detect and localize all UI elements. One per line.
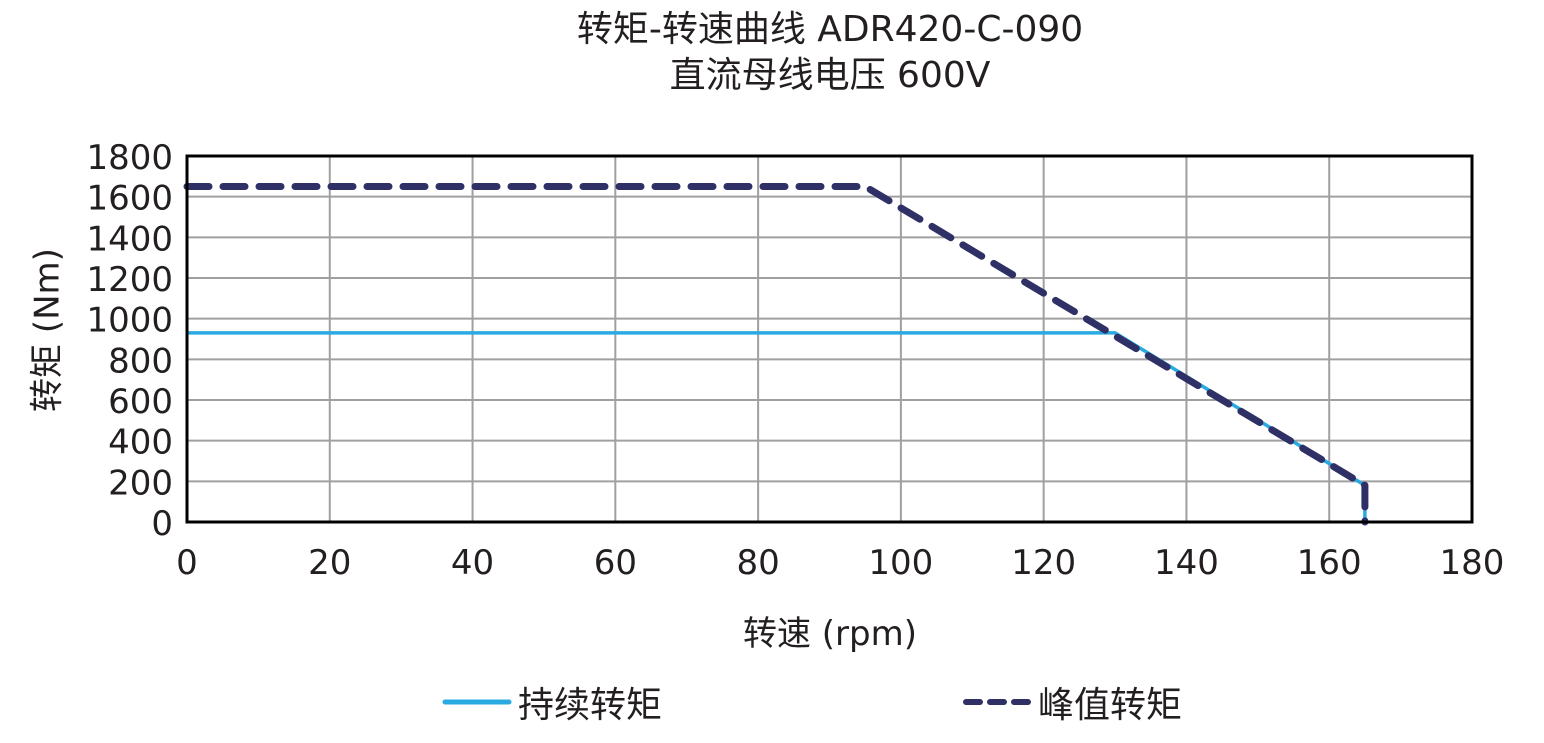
plot-frame xyxy=(185,154,1474,524)
y-tick-label: 0 xyxy=(151,504,173,544)
x-tick-label: 80 xyxy=(736,543,779,583)
x-tick-label: 0 xyxy=(176,543,198,583)
legend-continuous-label: 持续转矩 xyxy=(518,685,663,726)
y-tick-label: 1000 xyxy=(86,301,173,341)
grid-lines xyxy=(186,155,1473,523)
chart-subtitle: 直流母线电压 600V xyxy=(669,55,991,96)
x-tick-label: 100 xyxy=(868,543,933,583)
x-tick-label: 180 xyxy=(1440,543,1505,583)
y-tick-label: 600 xyxy=(108,382,173,422)
continuous-torque-line xyxy=(187,331,1367,522)
x-tick-label: 60 xyxy=(594,543,637,583)
solid-line-icon xyxy=(442,699,512,705)
data-series xyxy=(183,183,1369,526)
x-tick-label: 160 xyxy=(1297,543,1362,583)
x-tick-label: 40 xyxy=(451,543,494,583)
chart-title: 转矩-转速曲线 ADR420-C-090 xyxy=(576,9,1084,50)
x-tick-label: 20 xyxy=(308,543,351,583)
x-tick-label: 120 xyxy=(1011,543,1076,583)
x-axis-label: 转速 (rpm) xyxy=(742,614,918,654)
y-tick-label: 400 xyxy=(108,423,173,463)
x-tick-label: 140 xyxy=(1154,543,1219,583)
x-tick-labels: 0 20 40 60 80 100 120 140 160 180 xyxy=(176,543,1504,583)
legend-peak: 峰值转矩 xyxy=(962,676,1182,728)
y-axis-label: 转矩 (Nm) xyxy=(27,248,68,412)
y-tick-label: 200 xyxy=(108,463,173,503)
y-tick-label: 1600 xyxy=(86,179,173,219)
y-tick-label: 1400 xyxy=(86,219,173,259)
peak-torque-line xyxy=(183,183,1369,526)
y-tick-label: 1800 xyxy=(86,138,173,178)
y-tick-label: 800 xyxy=(108,341,173,381)
dashed-line-icon xyxy=(963,699,1031,705)
y-tick-label: 1200 xyxy=(86,260,173,300)
legend-continuous: 持续转矩 xyxy=(442,676,662,728)
legend-peak-label: 峰值转矩 xyxy=(1038,685,1183,726)
